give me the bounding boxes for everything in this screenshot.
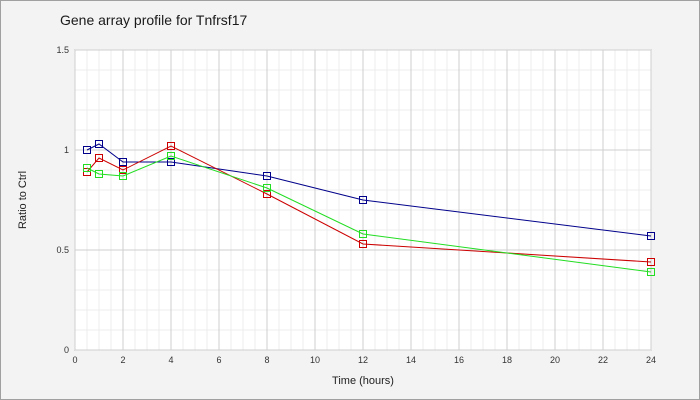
data-point-marker [647, 268, 655, 276]
data-point-marker [359, 196, 367, 204]
x-tick-label: 10 [310, 355, 320, 365]
data-point-marker [83, 146, 91, 154]
series-line [86, 143, 652, 237]
series-1 [83, 140, 655, 240]
data-point-marker [647, 232, 655, 240]
y-tick-label: 1 [64, 145, 69, 155]
x-axis-label: Time (hours) [332, 375, 394, 387]
x-tick-label: 2 [120, 355, 125, 365]
y-axis-ticks: 0 0.5 1 1.5 [56, 45, 69, 355]
y-tick-label: 0 [64, 345, 69, 355]
data-point-marker [263, 190, 271, 198]
data-point-marker [83, 164, 91, 172]
x-tick-label: 8 [264, 355, 269, 365]
x-tick-label: 16 [454, 355, 464, 365]
x-tick-label: 12 [358, 355, 368, 365]
data-point-marker [95, 154, 103, 162]
data-point-marker [119, 158, 127, 166]
data-point-marker [167, 152, 175, 160]
data-point-marker [359, 230, 367, 238]
data-point-marker [95, 170, 103, 178]
series-line [86, 145, 652, 263]
series-3 [83, 152, 655, 276]
data-point-marker [119, 172, 127, 180]
x-tick-label: 0 [72, 355, 77, 365]
y-tick-label: 0.5 [56, 245, 69, 255]
data-point-marker [263, 184, 271, 192]
series-layer [83, 140, 655, 276]
x-tick-label: 22 [598, 355, 608, 365]
x-tick-label: 4 [168, 355, 173, 365]
chart-title: Gene array profile for Tnfrsf17 [60, 12, 247, 28]
x-tick-label: 20 [550, 355, 560, 365]
data-point-marker [95, 140, 103, 148]
data-point-marker [359, 240, 367, 248]
data-point-marker [167, 158, 175, 166]
series-line [86, 155, 652, 273]
x-tick-label: 18 [502, 355, 512, 365]
x-tick-label: 24 [646, 355, 656, 365]
data-point-marker [263, 172, 271, 180]
x-axis-ticks: 0 2 4 6 8 10 12 14 16 18 20 22 24 [72, 355, 656, 365]
data-point-marker [647, 258, 655, 266]
y-axis-label: Ratio to Ctrl [17, 171, 29, 229]
data-point-marker [119, 166, 127, 174]
x-tick-label: 6 [216, 355, 221, 365]
x-tick-label: 14 [406, 355, 416, 365]
y-tick-label: 1.5 [56, 45, 69, 55]
data-point-marker [167, 142, 175, 150]
